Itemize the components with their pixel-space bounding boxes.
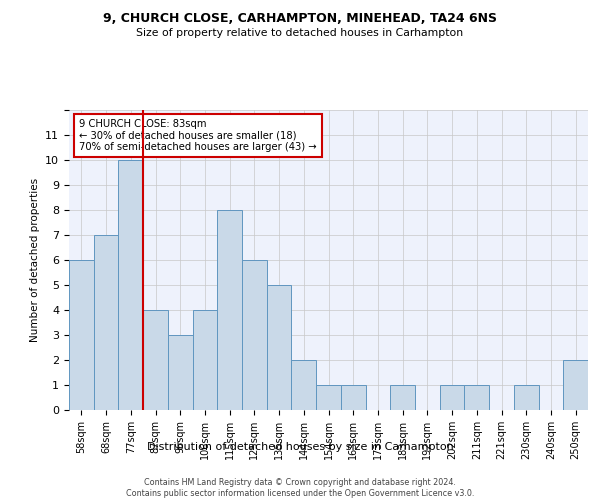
Bar (168, 335, 193, 410)
Bar (440, 385, 464, 410)
Bar (514, 385, 539, 410)
Bar (267, 285, 292, 410)
Text: Size of property relative to detached houses in Carhampton: Size of property relative to detached ho… (136, 28, 464, 38)
Bar (341, 385, 365, 410)
Bar (118, 160, 143, 410)
Bar (94, 235, 118, 410)
Text: 9, CHURCH CLOSE, CARHAMPTON, MINEHEAD, TA24 6NS: 9, CHURCH CLOSE, CARHAMPTON, MINEHEAD, T… (103, 12, 497, 26)
Y-axis label: Number of detached properties: Number of detached properties (30, 178, 40, 342)
Bar (563, 360, 588, 410)
Bar (69, 260, 94, 410)
Bar (193, 310, 217, 410)
Bar (292, 360, 316, 410)
Text: 9 CHURCH CLOSE: 83sqm
← 30% of detached houses are smaller (18)
70% of semi-deta: 9 CHURCH CLOSE: 83sqm ← 30% of detached … (79, 119, 317, 152)
Bar (390, 385, 415, 410)
Bar (316, 385, 341, 410)
Bar (242, 260, 267, 410)
Text: Contains HM Land Registry data © Crown copyright and database right 2024.
Contai: Contains HM Land Registry data © Crown c… (126, 478, 474, 498)
Bar (143, 310, 168, 410)
Bar (464, 385, 489, 410)
Text: Distribution of detached houses by size in Carhampton: Distribution of detached houses by size … (146, 442, 454, 452)
Bar (217, 210, 242, 410)
